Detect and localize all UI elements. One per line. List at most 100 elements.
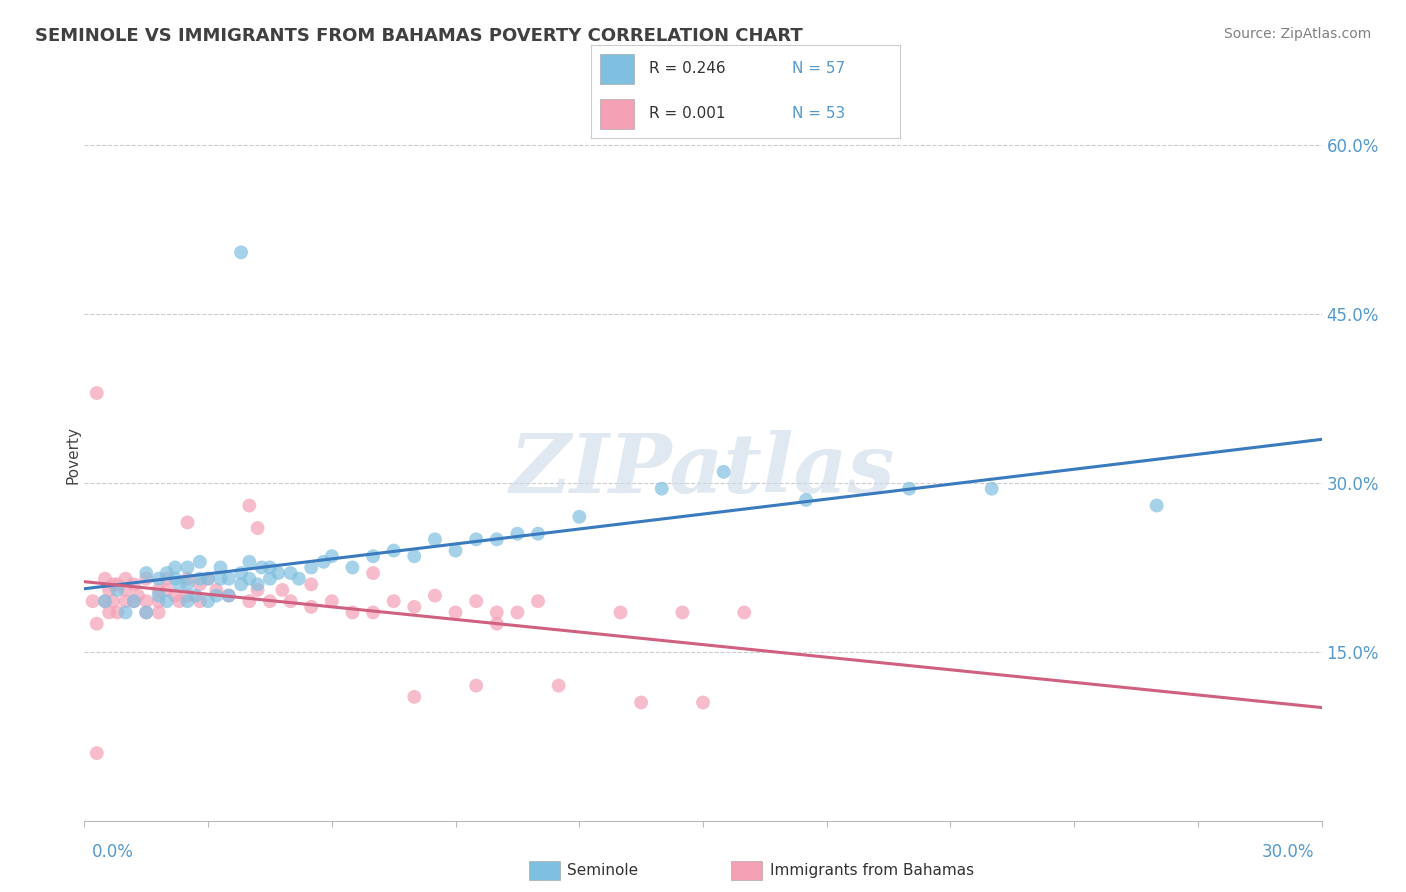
Point [218,589,240,603]
Point [105,606,128,620]
Point [167,594,190,608]
Point [114,594,136,608]
Point [382,594,405,608]
Point [197,572,219,586]
Point [465,533,488,547]
Point [176,560,198,574]
Text: R = 0.001: R = 0.001 [650,106,725,121]
Point [135,572,157,586]
Point [229,245,252,260]
Text: N = 53: N = 53 [792,106,845,121]
Point [299,599,322,614]
Point [609,606,631,620]
Point [527,526,550,541]
Point [188,572,211,586]
Point [898,482,921,496]
Point [321,549,343,564]
FancyBboxPatch shape [600,54,634,84]
Point [165,572,187,586]
Text: R = 0.246: R = 0.246 [650,61,725,76]
Point [321,594,343,608]
Point [361,566,384,580]
Point [259,572,281,586]
Point [733,606,755,620]
Point [238,499,260,513]
Point [465,594,488,608]
Point [205,582,228,597]
Point [114,572,136,586]
Point [114,606,136,620]
Point [148,606,170,620]
Point [382,543,405,558]
Point [103,577,125,591]
Text: Immigrants from Bahamas: Immigrants from Bahamas [770,863,974,878]
Point [156,566,179,580]
Point [135,606,157,620]
Point [250,560,273,574]
Point [184,589,207,603]
Point [122,594,145,608]
Point [229,577,252,591]
Point [188,577,211,591]
Point [404,599,426,614]
Text: 0.0%: 0.0% [91,843,134,861]
Point [209,560,232,574]
Point [444,543,467,558]
Point [105,582,128,597]
Text: ZIPatlas: ZIPatlas [510,430,896,509]
Point [465,679,488,693]
Point [98,582,121,597]
Point [238,594,260,608]
Point [82,594,104,608]
Point [94,572,117,586]
Point [86,746,108,760]
Point [148,582,170,597]
Point [176,594,198,608]
Point [188,555,211,569]
Point [444,606,467,620]
Point [238,555,260,569]
Point [246,521,269,535]
Point [288,572,311,586]
Point [148,589,170,603]
Point [423,533,446,547]
Point [98,606,121,620]
Point [423,589,446,603]
Text: Seminole: Seminole [567,863,638,878]
Point [122,594,145,608]
Text: 30.0%: 30.0% [1263,843,1315,861]
Point [218,572,240,586]
Point [506,526,529,541]
Point [135,566,157,580]
Point [105,577,128,591]
Y-axis label: Poverty: Poverty [66,425,80,484]
Point [485,616,508,631]
Point [1146,499,1168,513]
Point [188,594,211,608]
Point [547,679,569,693]
Point [485,606,508,620]
Point [156,582,179,597]
Text: SEMINOLE VS IMMIGRANTS FROM BAHAMAS POVERTY CORRELATION CHART: SEMINOLE VS IMMIGRANTS FROM BAHAMAS POVE… [35,27,803,45]
Point [259,560,281,574]
Point [267,566,290,580]
Point [280,566,302,580]
Point [176,572,198,586]
Point [361,606,384,620]
Point [127,589,149,603]
Point [342,606,364,620]
Point [94,594,117,608]
Text: N = 57: N = 57 [792,61,845,76]
Point [361,549,384,564]
Point [271,582,294,597]
Point [205,589,228,603]
Point [197,572,219,586]
Point [148,572,170,586]
Point [167,577,190,591]
Point [692,696,714,710]
Point [312,555,335,569]
Point [197,594,219,608]
Point [86,386,108,401]
Point [404,549,426,564]
Point [135,606,157,620]
